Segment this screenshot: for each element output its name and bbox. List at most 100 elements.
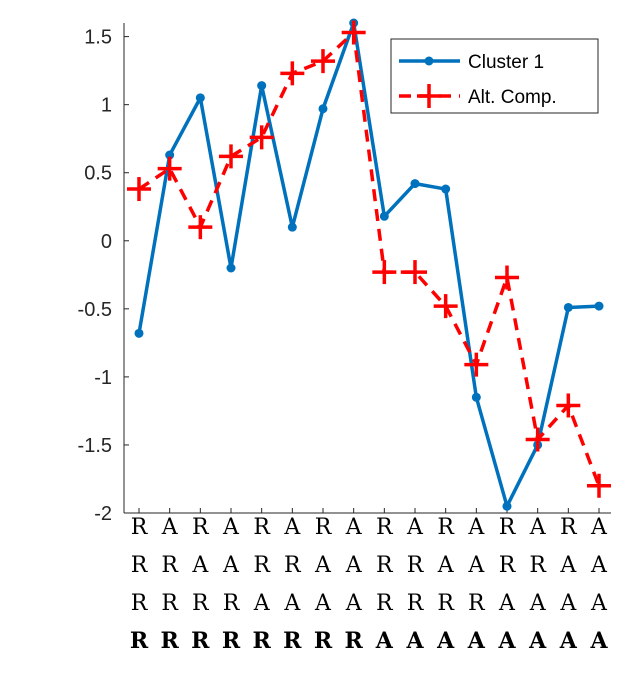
x-category-label: A <box>222 515 240 540</box>
data-point <box>341 20 366 45</box>
x-category-label: A <box>467 553 485 578</box>
data-point <box>495 265 519 290</box>
data-point <box>441 184 451 194</box>
x-category-label: A <box>283 591 301 616</box>
x-category-label: R <box>161 553 179 578</box>
data-point <box>127 177 151 202</box>
data-point <box>594 301 604 311</box>
series-line <box>138 30 601 487</box>
x-category-label: A <box>405 628 424 654</box>
x-category-label: A <box>314 553 332 578</box>
data-point <box>318 104 328 114</box>
data-point <box>471 392 481 402</box>
x-category-label: R <box>499 515 517 540</box>
x-category-label: A <box>590 515 608 540</box>
x-category-label: R <box>131 553 149 578</box>
x-category-label: R <box>376 591 394 616</box>
x-category-label: A <box>437 553 455 578</box>
series-alt-comp <box>127 20 611 498</box>
data-point <box>556 393 581 418</box>
data-point <box>195 93 205 103</box>
x-category-label: R <box>437 591 455 616</box>
x-category-label: R <box>407 553 425 578</box>
data-point <box>587 473 611 498</box>
x-category-label: A <box>590 591 608 616</box>
x-category-label: R <box>529 553 547 578</box>
x-category-label: A <box>467 515 485 540</box>
x-category-label: A <box>589 628 608 654</box>
legend-label: Cluster 1 <box>468 52 544 73</box>
data-point <box>525 427 550 452</box>
x-category-label: R <box>253 553 271 578</box>
y-tick-label: -1 <box>94 367 112 389</box>
data-point <box>311 49 335 74</box>
x-category-label: R <box>315 515 333 540</box>
x-category-label: A <box>345 515 363 540</box>
x-category-label: R <box>192 515 210 540</box>
x-category-label: R <box>161 591 179 616</box>
x-category-label: A <box>191 553 209 578</box>
y-tick-label: -2 <box>94 503 112 525</box>
x-category-label: A <box>436 628 455 654</box>
category-labels: R A R A R A R A R A R A R A R AR R A A R R A A R R A A R R A AR R R R A A A A… <box>130 515 609 654</box>
x-category-label: A <box>467 628 486 654</box>
x-category-label: R <box>345 628 364 654</box>
data-point <box>219 144 243 169</box>
x-category-label: A <box>283 515 301 540</box>
legend-marker <box>424 56 434 66</box>
x-category-label: A <box>314 591 332 616</box>
x-category-label: A <box>497 628 516 654</box>
x-category-label: A <box>559 553 577 578</box>
data-point <box>188 215 213 240</box>
x-category-label: A <box>345 591 363 616</box>
x-category-label: A <box>222 553 240 578</box>
y-tick-label: -0.5 <box>78 299 112 321</box>
x-category-label: A <box>529 515 547 540</box>
data-point <box>563 302 573 312</box>
data-point <box>379 211 389 221</box>
x-category-label: R <box>131 591 149 616</box>
x-category-label: R <box>468 591 486 616</box>
x-category-label: R <box>499 553 517 578</box>
x-category-label: R <box>284 553 302 578</box>
data-point <box>372 260 397 285</box>
x-category-label: A <box>498 591 516 616</box>
x-category-label: A <box>528 628 547 654</box>
data-point <box>410 179 420 189</box>
series-layer <box>127 18 611 511</box>
x-category-label: R <box>191 628 210 654</box>
data-point <box>403 260 427 285</box>
x-category-label: R <box>222 628 241 654</box>
y-tick-label: -1.5 <box>78 435 112 457</box>
x-category-label: R <box>131 515 149 540</box>
y-tick-label: 1.5 <box>84 27 112 49</box>
data-point <box>249 125 274 150</box>
x-category-label: A <box>559 591 577 616</box>
x-category-label: A <box>345 553 363 578</box>
data-point <box>433 294 458 319</box>
x-category-label: A <box>253 591 271 616</box>
x-category-label: R <box>376 553 394 578</box>
x-category-label: R <box>192 591 210 616</box>
x-category-label: R <box>314 628 333 654</box>
data-point <box>134 328 144 338</box>
data-point <box>257 81 267 91</box>
x-category-label: R <box>437 515 455 540</box>
x-category-label: R <box>253 628 272 654</box>
x-category-label: R <box>407 591 425 616</box>
x-category-label: A <box>161 515 179 540</box>
data-point <box>157 156 182 181</box>
x-category-label: R <box>376 515 394 540</box>
data-point <box>165 150 175 160</box>
x-category-label: R <box>560 515 578 540</box>
x-category-label: A <box>559 628 578 654</box>
x-category-label: A <box>529 591 547 616</box>
x-category-label: A <box>406 515 424 540</box>
y-tick-label: 1 <box>101 95 112 117</box>
x-category-label: R <box>283 628 302 654</box>
data-point <box>226 263 236 273</box>
legend: Cluster 1 Alt. Comp. <box>390 38 599 114</box>
y-tick-label: 0.5 <box>84 163 112 185</box>
legend-box <box>390 38 599 114</box>
